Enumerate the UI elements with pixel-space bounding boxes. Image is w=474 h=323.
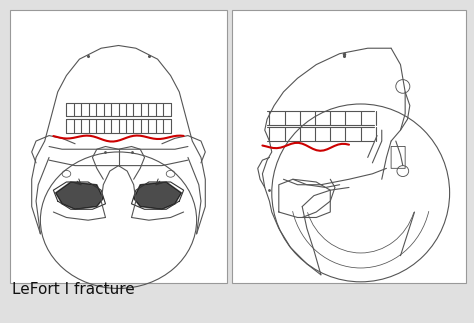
- Bar: [232, 10, 466, 283]
- Polygon shape: [134, 182, 182, 209]
- Bar: [10, 10, 227, 283]
- Polygon shape: [55, 182, 103, 209]
- Text: LeFort I fracture: LeFort I fracture: [12, 282, 135, 297]
